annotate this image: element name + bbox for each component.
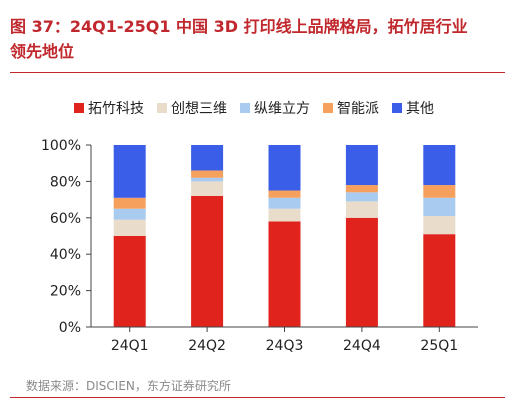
- x-tick-label: 24Q3: [266, 338, 304, 354]
- bar-24Q3-series-1: [268, 221, 301, 327]
- x-tick-label: 24Q2: [188, 338, 226, 354]
- bar-24Q4-series-1: [345, 217, 378, 327]
- legend-swatch: [392, 103, 402, 113]
- x-tick-label: 24Q4: [343, 338, 381, 354]
- legend-item-2: 创想三维: [157, 98, 227, 118]
- legend-label: 拓竹科技: [88, 101, 144, 117]
- bar-25Q1-series-1: [423, 234, 456, 327]
- bottom-divider: [10, 397, 505, 398]
- legend-item-5: 其他: [392, 98, 434, 118]
- legend-swatch: [240, 103, 250, 113]
- bar-24Q1-series-1: [113, 236, 146, 327]
- bar-24Q4-series-4: [345, 185, 378, 193]
- legend-item-1: 拓竹科技: [74, 98, 144, 118]
- y-tick-label: 0%: [59, 320, 81, 336]
- bar-24Q3-series-4: [268, 190, 301, 198]
- legend-item-4: 智能派: [323, 98, 379, 118]
- bar-24Q1-series-2: [113, 219, 146, 236]
- bar-24Q1-series-3: [113, 208, 146, 220]
- bar-25Q1-series-3: [423, 197, 456, 216]
- legend-swatch: [157, 103, 167, 113]
- x-tick-label: 25Q1: [420, 338, 458, 354]
- bar-24Q2-series-5: [191, 145, 224, 171]
- bar-24Q2-series-1: [191, 195, 224, 327]
- legend-item-3: 纵维立方: [240, 98, 310, 118]
- x-tick-label: 24Q1: [111, 338, 149, 354]
- bar-24Q4-series-5: [345, 145, 378, 186]
- chart-legend: 拓竹科技 创想三维 纵维立方 智能派 其他: [74, 98, 434, 118]
- bar-24Q2-series-2: [191, 181, 224, 196]
- chart-title-line-2: 领先地位: [10, 42, 75, 61]
- legend-label: 智能派: [337, 101, 379, 117]
- legend-label: 其他: [406, 101, 434, 117]
- bar-24Q4-series-3: [345, 192, 378, 202]
- y-tick-label: 60%: [50, 211, 81, 227]
- bar-25Q1-series-4: [423, 185, 456, 198]
- data-source: 数据来源：DISCIEN，东方证券研究所: [26, 379, 231, 393]
- bar-24Q3-series-3: [268, 197, 301, 209]
- y-tick-label: 20%: [50, 284, 81, 300]
- legend-label: 创想三维: [171, 101, 227, 117]
- bar-24Q1-series-4: [113, 197, 146, 209]
- y-tick-label: 100%: [41, 138, 81, 154]
- legend-swatch: [323, 103, 333, 113]
- bar-24Q2-series-4: [191, 170, 224, 178]
- chart-title-line-1: 图 37：24Q1-25Q1 中国 3D 打印线上品牌格局，拓竹居行业: [10, 17, 468, 36]
- bar-25Q1-series-5: [423, 145, 456, 186]
- bar-24Q4-series-2: [345, 201, 378, 218]
- title-divider: [10, 72, 505, 73]
- bar-24Q2-series-3: [191, 177, 224, 182]
- chart-title: 图 37：24Q1-25Q1 中国 3D 打印线上品牌格局，拓竹居行业 领先地位: [10, 14, 505, 64]
- bar-25Q1-series-2: [423, 215, 456, 235]
- bar-24Q3-series-2: [268, 208, 301, 222]
- y-tick-label: 40%: [50, 247, 81, 263]
- bar-24Q1-series-5: [113, 145, 146, 198]
- y-tick-label: 80%: [50, 174, 81, 190]
- legend-label: 纵维立方: [254, 101, 310, 117]
- bar-24Q3-series-5: [268, 145, 301, 191]
- legend-swatch: [74, 103, 84, 113]
